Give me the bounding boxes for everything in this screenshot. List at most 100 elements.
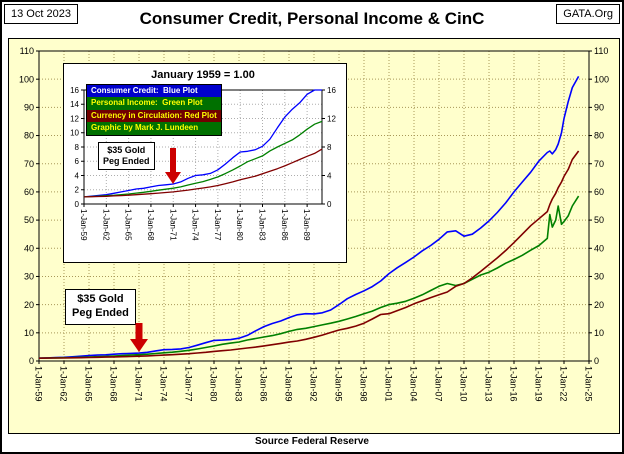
source-label: Source Federal Reserve: [255, 436, 369, 447]
inset-title: January 1959 = 1.00: [151, 69, 255, 81]
y-tick-label-right: 20: [594, 300, 604, 310]
series-consumer-credit: [38, 76, 580, 359]
y-tick-label-left: 8: [75, 143, 80, 152]
y-tick-label-left: 4: [75, 171, 80, 180]
legend-item: Currency in Circulation: Red Plot: [87, 109, 221, 123]
y-tick-label-left: 110: [20, 46, 34, 56]
x-tick-label: 1-Jan-68: [146, 209, 155, 241]
x-tick-label: 1-Jan-92: [309, 366, 319, 402]
y-tick-label-left: 60: [24, 187, 34, 197]
legend-item: Consumer Credit: Blue Plot: [87, 85, 221, 98]
series-currency-in-circulation: [38, 150, 580, 359]
y-tick-label-left: 40: [24, 243, 34, 253]
y-tick-label-right: 0: [327, 200, 332, 209]
y-tick-label-left: 90: [24, 103, 34, 113]
y-tick-label-left: 100: [19, 74, 34, 84]
arrow-shaft: [135, 323, 143, 340]
plot-border: [38, 50, 590, 362]
y-tick-label-left: 50: [24, 215, 34, 225]
x-tick-label: 1-Jan-65: [84, 366, 94, 402]
callout-line2: Peg Ended: [72, 306, 129, 319]
legend: Consumer Credit: Blue Plot Personal Incom…: [86, 84, 222, 136]
series-personal-income: [83, 120, 323, 198]
x-tick-label: 1-Jan-98: [359, 366, 369, 402]
y-tick-label-right: 0: [594, 356, 599, 366]
x-tick-label: 1-Jan-59: [34, 366, 44, 402]
x-tick-label: 1-Jan-16: [509, 366, 519, 402]
y-tick-label-left: 6: [75, 157, 80, 166]
x-tick-label: 1-Jan-86: [280, 209, 289, 241]
main-chart: 0 10 20 30 40 50 60 70 80 90 100 110 0 10 20 30 40 50 60 70…: [8, 38, 620, 434]
legend-item: Graphic by Mark J. Lundeen: [87, 122, 221, 135]
arrow-head: [130, 339, 148, 352]
x-tick-label: 1-Jan-95: [334, 366, 344, 402]
arrow-shaft: [170, 148, 176, 173]
x-tick-label: 1-Jan-19: [534, 366, 544, 402]
red-arrow-inset: [165, 148, 181, 184]
x-tick-label: 1-Jan-83: [234, 366, 244, 402]
y-tick-label-left: 10: [24, 328, 34, 338]
x-tick-label: 1-Jan-10: [459, 366, 469, 402]
x-tick-label: 1-Jan-77: [213, 209, 222, 241]
callout-line2: Peg Ended: [103, 155, 150, 166]
y-tick-label-right: 8: [327, 143, 332, 152]
y-tick-label-left: 0: [29, 356, 34, 366]
y-tick-label-right: 70: [594, 159, 604, 169]
red-arrow-main: [130, 323, 148, 353]
x-tick-label: 1-Jan-22: [559, 366, 569, 402]
y-tick-label-right: 50: [594, 215, 604, 225]
x-tick-label: 1-Jan-62: [59, 366, 69, 402]
page-title: Consumer Credit, Personal Income & CinC: [139, 9, 485, 28]
callout-line1: $35 Gold: [107, 145, 146, 155]
legend-item: Personal Income: Green Plot: [87, 97, 221, 110]
y-tick-label-left: 20: [24, 300, 34, 310]
gold-peg-callout-inset: $35 Gold Peg Ended: [98, 142, 155, 170]
x-tick-label: 1-Jan-68: [109, 366, 119, 402]
x-tick-label: 1-Jan-86: [259, 366, 269, 402]
x-tick-label: 1-Jan-59: [79, 209, 88, 241]
y-tick-label-left: 14: [70, 100, 79, 109]
y-tick-label-left: 16: [70, 86, 79, 95]
y-tick-label-right: 60: [594, 187, 604, 197]
x-tick-label: 1-Jan-74: [191, 209, 200, 241]
x-tick-label: 1-Jan-71: [134, 366, 144, 402]
y-tick-label-left: 30: [24, 272, 34, 282]
series-currency-in-circulation: [83, 148, 323, 198]
y-tick-label-left: 10: [70, 129, 79, 138]
series-personal-income: [38, 195, 580, 359]
y-tick-label-right: 40: [594, 243, 604, 253]
site-box: GATA.Org: [556, 4, 620, 24]
x-tick-label: 1-Jan-04: [409, 366, 419, 402]
y-tick-label-right: 4: [327, 171, 332, 180]
x-tick-label: 1-Jan-65: [124, 209, 133, 241]
callout-line1: $35 Gold: [77, 293, 124, 305]
x-tick-label: 1-Jan-07: [434, 366, 444, 402]
date-box: 13 Oct 2023: [4, 4, 78, 24]
x-tick-label: 1-Jan-89: [284, 366, 294, 402]
x-tick-label: 1-Jan-77: [184, 366, 194, 402]
x-tick-label: 1-Jan-71: [168, 209, 177, 241]
y-tick-label-right: 100: [594, 74, 609, 84]
y-tick-label-right: 80: [594, 131, 604, 141]
x-tick-label: 1-Jan-74: [159, 366, 169, 402]
x-tick-label: 1-Jan-80: [235, 209, 244, 241]
x-tick-label: 1-Jan-62: [101, 209, 110, 241]
x-tick-label: 1-Jan-01: [384, 366, 394, 402]
y-tick-label-left: 70: [24, 159, 34, 169]
gold-peg-callout-main: $35 Gold Peg Ended: [65, 289, 136, 325]
y-tick-label-right: 90: [594, 103, 604, 113]
inset-chart: January 1959 = 1.00 0 2 4 6 8 10 12 14 16 0 4 8 12 16…: [63, 63, 347, 263]
y-tick-label-left: 0: [75, 200, 80, 209]
y-tick-label-right: 10: [594, 328, 604, 338]
y-tick-label-left: 2: [75, 186, 80, 195]
y-tick-label-right: 12: [327, 114, 336, 123]
y-tick-label-right: 110: [594, 46, 608, 56]
y-tick-label-right: 16: [327, 86, 336, 95]
x-tick-label: 1-Jan-83: [258, 209, 267, 241]
y-tick-label-right: 30: [594, 272, 604, 282]
x-tick-label: 1-Jan-13: [484, 366, 494, 402]
x-tick-label: 1-Jan-25: [584, 366, 594, 402]
y-tick-label-left: 12: [70, 114, 79, 123]
y-tick-label-left: 80: [24, 131, 34, 141]
